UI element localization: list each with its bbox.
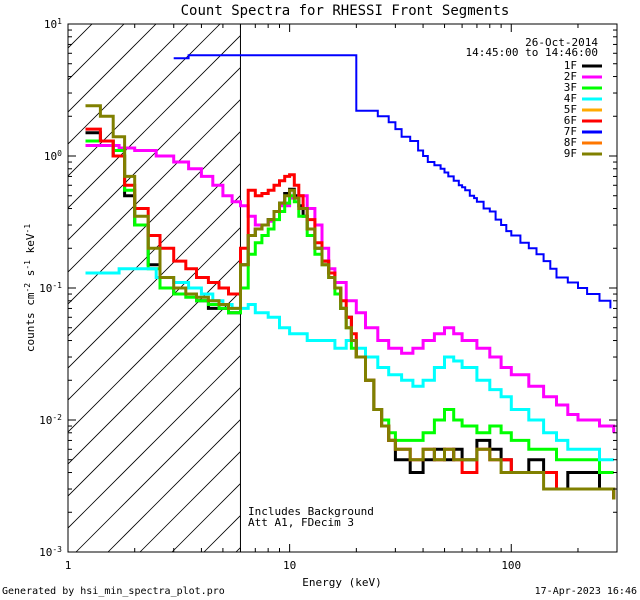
legend-label-3F: 3F — [564, 81, 577, 94]
hatch-line — [68, 130, 241, 305]
x-tick-label: 1 — [65, 559, 72, 572]
x-tick-label: 10 — [283, 559, 296, 572]
hatch-line — [235, 546, 241, 552]
y-axis-ticks: 101 100 10-1 10-2 10-3 — [39, 17, 617, 560]
hatch-line — [68, 290, 241, 465]
series-line-9F — [85, 104, 616, 500]
annotation-attenuator: Att A1, FDecim 3 — [248, 516, 354, 529]
hatch-line — [300, 0, 640, 552]
x-tick-label: 100 — [501, 559, 521, 572]
hatch-line — [68, 258, 241, 433]
hatch-line — [68, 24, 157, 113]
y-tick-label: 10-2 — [39, 413, 62, 428]
legend-label-7F: 7F — [564, 125, 577, 138]
legend-label-6F: 6F — [564, 114, 577, 127]
y-tick-label: 100 — [44, 149, 62, 164]
annotation-background: Includes Background — [248, 505, 374, 518]
hatch-line — [75, 386, 241, 552]
legend-label-2F: 2F — [564, 70, 577, 83]
chart-title: Count Spectra for RHESSI Front Segments — [181, 3, 510, 19]
y-tick-label: 101 — [44, 17, 62, 32]
hatch-line — [68, 194, 241, 369]
hatch-line — [0, 0, 132, 552]
y-axis-label: counts cm-2 s-1 keV-1 — [23, 224, 38, 352]
series-line-3F — [85, 139, 614, 474]
hatch-line — [68, 66, 241, 241]
time-range-label: 14:45:00 to 14:46:00 — [466, 46, 598, 59]
x-axis-label: Energy (keV) — [302, 576, 381, 589]
series-line-4F — [85, 267, 614, 462]
series-line-6F — [85, 127, 616, 500]
hatch-line — [0, 0, 100, 552]
footer-timestamp: 17-Apr-2023 16:46 — [535, 586, 637, 597]
hatch-line — [268, 0, 640, 552]
legend-label-5F: 5F — [564, 103, 577, 116]
y-tick-label: 10-1 — [39, 281, 62, 296]
hatch-line — [68, 354, 241, 529]
y-tick-label: 10-3 — [39, 545, 62, 560]
date-label: 26-Oct-2014 — [525, 36, 598, 49]
hatch-line — [68, 34, 241, 209]
hatch-line — [68, 24, 189, 145]
hatch-line — [68, 162, 241, 337]
series-line-7F — [173, 54, 612, 309]
hatch-line — [428, 0, 640, 552]
hatch-line — [68, 322, 241, 497]
legend-label-4F: 4F — [564, 92, 577, 105]
legend-label-8F: 8F — [564, 136, 577, 149]
hatch-line — [107, 418, 241, 552]
x-axis-ticks: 1 10 100 — [65, 24, 618, 572]
hatch-line — [68, 24, 221, 177]
hatch-line — [68, 226, 241, 401]
hatch-line — [68, 98, 241, 273]
legend-label-1F: 1F — [564, 59, 577, 72]
hatch-line — [68, 24, 125, 81]
hatch-line — [396, 0, 640, 552]
footer-generated-by: Generated by hsi_min_spectra_plot.pro — [2, 586, 225, 597]
legend-label-9F: 9F — [564, 147, 577, 160]
hatch-line — [460, 0, 640, 552]
hatch-line — [332, 0, 640, 552]
